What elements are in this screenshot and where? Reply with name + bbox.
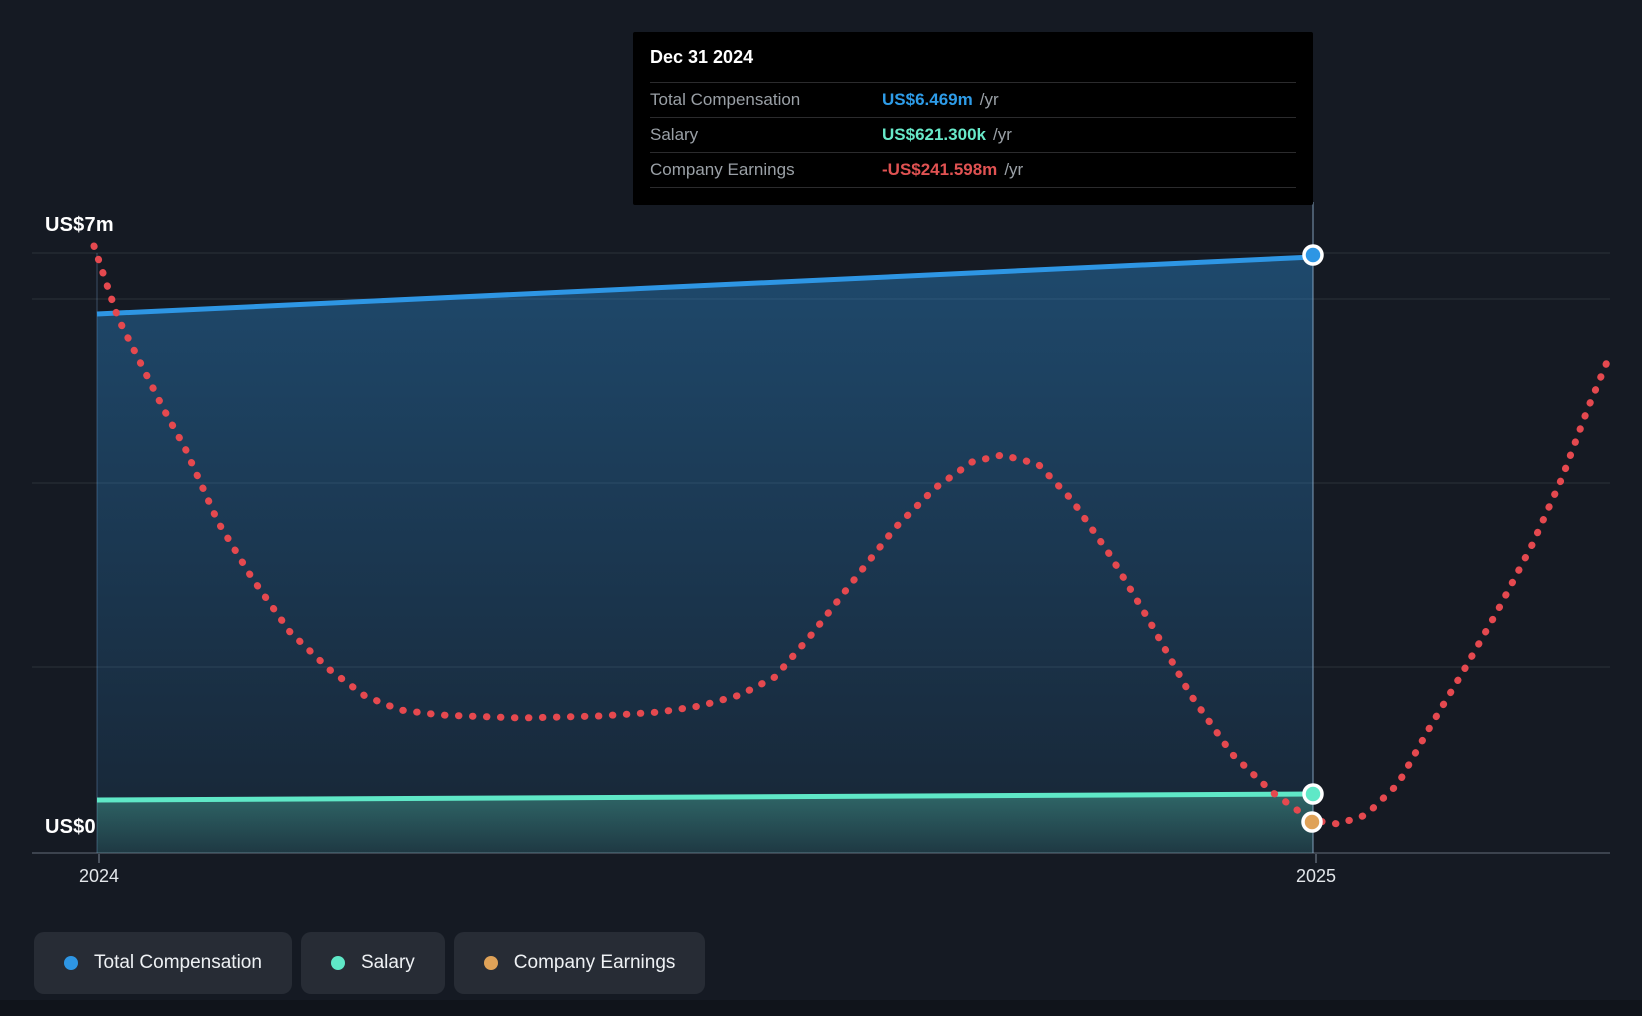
y-axis-min-label: US$0 [45, 816, 96, 838]
tooltip-value-suffix: /yr [979, 90, 999, 109]
legend-item-company-earnings[interactable]: Company Earnings [453, 932, 706, 994]
tooltip-date-title: Dec 31 2024 [650, 46, 754, 67]
legend-label: Company Earnings [513, 952, 676, 973]
tooltip-row-salary: Salary US$621.300k /yr [650, 117, 1296, 152]
tooltip-label: Total Compensation [650, 90, 801, 109]
tooltip-label: Company Earnings [650, 160, 795, 179]
legend-item-salary[interactable]: Salary [300, 932, 445, 994]
tooltip-value-suffix: /yr [1004, 160, 1024, 179]
tooltip-value: -US$241.598m [882, 160, 998, 179]
legend-label: Salary [360, 952, 415, 973]
total-compensation-area [97, 257, 1313, 853]
bottom-band [0, 1000, 1642, 1016]
company-earnings-dotted-curve [90, 242, 1611, 828]
y-axis-max-label: US$7m [45, 214, 114, 236]
total-compensation-line [96, 254, 1314, 317]
chart-tooltip: Dec 31 2024 Total Compensation US$6.469m… [633, 32, 1313, 205]
legend-label: Total Compensation [94, 952, 262, 973]
legend-dot-salary-icon [330, 956, 345, 970]
tooltip-label: Salary [650, 125, 699, 144]
tooltip-value-suffix: /yr [992, 125, 1012, 144]
legend-dot-total-compensation-icon [64, 956, 78, 970]
marker-company-earnings[interactable] [1301, 811, 1323, 833]
tooltip-value: US$621.300k [882, 125, 986, 144]
tooltip-value: US$6.469m [882, 90, 973, 109]
legend-item-total-compensation[interactable]: Total Compensation [34, 932, 292, 994]
marker-total-compensation[interactable] [1302, 244, 1324, 266]
salary-area [97, 794, 1313, 853]
tooltip-row-company-earnings: Company Earnings -US$241.598m /yr [650, 152, 1296, 188]
chart-legend: Total Compensation Salary Company Earnin… [34, 932, 706, 994]
x-axis-tick-2025: 2025 [1295, 866, 1337, 886]
salary-line [96, 791, 1314, 803]
x-axis-tick-2024: 2024 [78, 866, 120, 886]
tooltip-row-total-compensation: Total Compensation US$6.469m /yr [650, 82, 1296, 117]
legend-dot-company-earnings-icon [483, 956, 498, 970]
marker-salary[interactable] [1302, 783, 1324, 805]
